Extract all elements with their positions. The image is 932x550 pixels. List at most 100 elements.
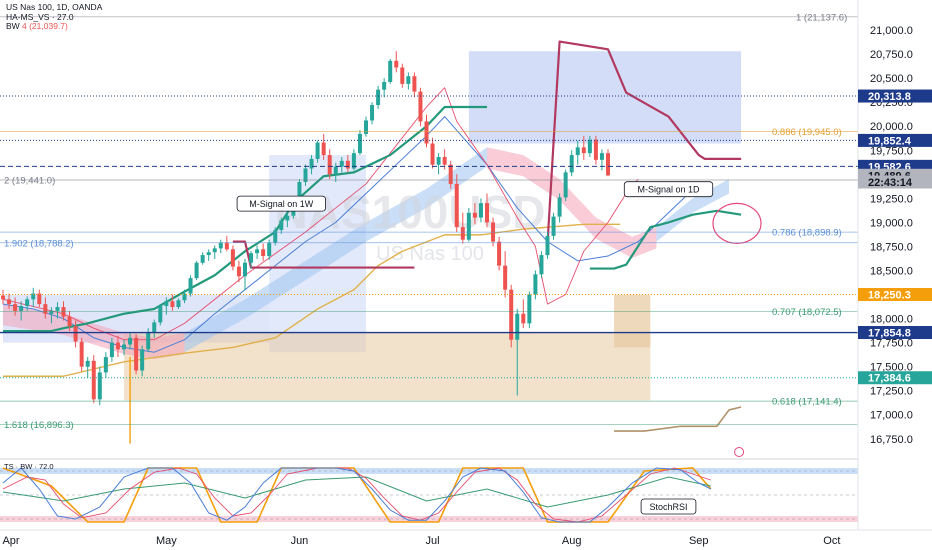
osc-title: TS · BW · 72.0 (4, 462, 54, 471)
zone-box-orange (124, 332, 651, 401)
candle-body (91, 360, 96, 400)
candle-body (515, 313, 520, 340)
candle-body (115, 342, 120, 350)
candle-body (345, 160, 350, 169)
candle-body (176, 300, 181, 308)
bw-label: BW (6, 21, 20, 31)
candle-body (327, 155, 332, 175)
fib-level-label: 0.886 (19,945.0) (772, 127, 842, 138)
candle-body (85, 360, 90, 367)
candle-body (606, 153, 610, 176)
y-tick-label: 17,250.0 (870, 386, 913, 398)
zone-box-orange-small (614, 294, 651, 348)
y-tick-label: 19,750.0 (870, 145, 913, 157)
candle-body (388, 60, 393, 82)
bw-value: 4 (21,039.7) (22, 21, 68, 31)
price-tag-label: 22:43:14 (868, 177, 913, 189)
x-tick-label: Aug (562, 535, 582, 547)
osc-stoch-d-line (2, 467, 711, 523)
y-tick-label: 17,000.0 (870, 410, 913, 422)
y-tick-label: 17,750.0 (870, 338, 913, 350)
m-signal-upper-line (546, 40, 742, 244)
candle-body (478, 203, 483, 218)
candle-body (1, 295, 5, 300)
fib-level-label: 0.707 (18,072.5) (772, 307, 842, 318)
candle-body (206, 252, 211, 256)
symbol-title: US Nas 100, 1D, OANDA (6, 2, 103, 12)
candle-body (351, 153, 356, 169)
candle-body (43, 304, 48, 314)
orange-step-line (3, 223, 621, 377)
candle-body (376, 89, 381, 106)
candle-body (49, 310, 54, 314)
candle-body (551, 216, 556, 236)
candle-body (267, 242, 272, 257)
y-tick-label: 19,000.0 (870, 217, 913, 229)
candle-body (97, 372, 102, 400)
candle-body (109, 342, 114, 358)
price-tag-label: 17,854.8 (868, 328, 911, 340)
candle-body (521, 313, 526, 324)
candle-body (303, 168, 308, 182)
osc-stoch-k-line (2, 467, 712, 523)
candle-body (19, 306, 24, 311)
price-tag (858, 89, 932, 103)
candle-body (545, 235, 550, 256)
candle-body (503, 265, 508, 290)
candle-body (460, 227, 465, 240)
annotation-callout-text: M-Signal on 1D (637, 185, 700, 195)
candle-body (442, 156, 447, 165)
candle-body (321, 142, 326, 156)
candle-body (146, 332, 151, 350)
price-tag (858, 326, 932, 340)
price-tag-label: 18,250.3 (868, 289, 911, 301)
candle-body (575, 147, 580, 156)
candle-body (315, 142, 320, 159)
candle-body (249, 253, 254, 263)
price-tag (858, 175, 932, 189)
cloud-band-blue-1 (184, 147, 487, 353)
annotation-callout-text: M-Signal on 1W (249, 199, 314, 209)
candle-body (485, 203, 489, 223)
candle-body (73, 326, 78, 342)
x-tick-label: Jun (291, 535, 309, 547)
alert-circle-icon[interactable] (734, 447, 745, 457)
price-tag (858, 371, 932, 385)
candle-body (200, 255, 205, 263)
candle-body (448, 164, 453, 184)
candle-body (581, 147, 586, 154)
candle-body (412, 76, 417, 92)
candle-body (170, 301, 175, 308)
candle-body (418, 91, 423, 122)
candle-body (357, 133, 362, 154)
candle-body (406, 76, 411, 84)
y-tick-label: 20,500.0 (870, 73, 913, 85)
candle-body (194, 262, 199, 279)
candle-body (243, 262, 247, 277)
candle-body (236, 266, 241, 277)
candle-body (557, 197, 562, 217)
m-signal-1d-line (232, 240, 415, 269)
candle-body (309, 158, 314, 169)
candle-body (122, 344, 126, 350)
candle-body (152, 322, 157, 333)
candle-body (279, 220, 284, 231)
candle-body (55, 307, 60, 311)
fib-level-label: 1 (21,137.6) (796, 12, 847, 23)
highlight-ellipse (712, 202, 762, 244)
candle-body (587, 139, 592, 154)
orange-step-line-b (614, 406, 742, 432)
candle-body (370, 105, 375, 121)
candle-body (182, 293, 187, 301)
time-axis-bg[interactable] (0, 530, 932, 550)
candle-body (430, 143, 435, 165)
candle-body (593, 139, 598, 160)
x-tick-label: Apr (2, 535, 19, 547)
candle-body (140, 349, 145, 371)
candle-body (25, 299, 30, 307)
candle-body (466, 212, 471, 240)
annotation-callout-box (640, 498, 697, 515)
candle-body (539, 255, 544, 275)
